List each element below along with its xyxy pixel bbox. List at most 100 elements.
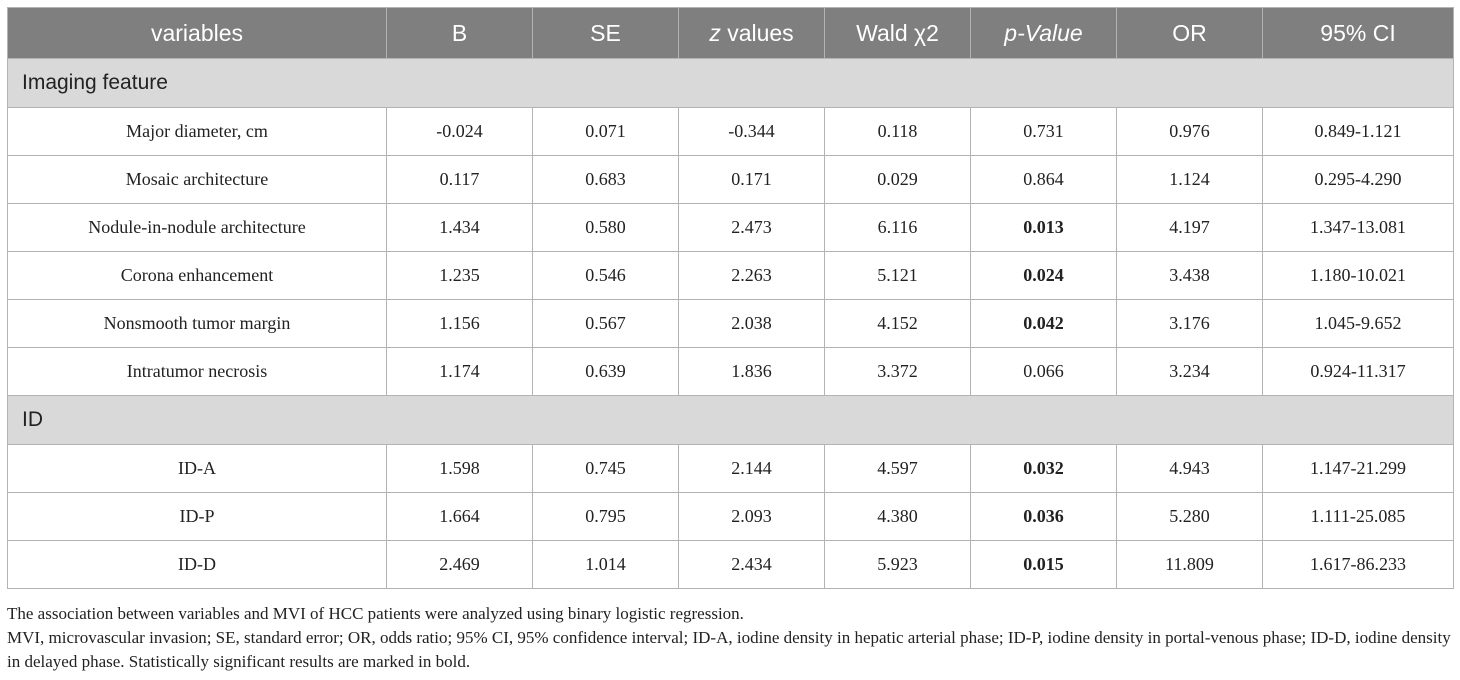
cell-ci: 0.295-4.290 — [1262, 155, 1454, 204]
cell-p: 0.731 — [970, 107, 1117, 156]
header-z-values: z values — [678, 7, 825, 59]
cell-or: 11.809 — [1116, 540, 1263, 589]
cell-b: 1.664 — [386, 492, 533, 541]
cell-z: 2.144 — [678, 444, 825, 493]
regression-table-container: variables B SE z values Wald χ2 p-Value … — [7, 7, 1454, 589]
cell-b: -0.024 — [386, 107, 533, 156]
cell-variable: Corona enhancement — [7, 251, 387, 300]
cell-se: 0.071 — [532, 107, 679, 156]
header-p-value: p-Value — [970, 7, 1117, 59]
cell-variable: Nodule-in-nodule architecture — [7, 203, 387, 252]
table-row: ID-A 1.598 0.745 2.144 4.597 0.032 4.943 1.147-… — [7, 444, 1454, 493]
cell-variable: ID-P — [7, 492, 387, 541]
cell-b: 0.117 — [386, 155, 533, 204]
header-or: OR — [1116, 7, 1263, 59]
cell-se: 1.014 — [532, 540, 679, 589]
cell-ci: 1.617-86.233 — [1262, 540, 1454, 589]
cell-wald: 4.597 — [824, 444, 971, 493]
table-row: ID-D 2.469 1.014 2.434 5.923 0.015 11.809 1.617… — [7, 540, 1454, 589]
cell-se: 0.567 — [532, 299, 679, 348]
cell-p: 0.864 — [970, 155, 1117, 204]
regression-table: variables B SE z values Wald χ2 p-Value … — [7, 7, 1454, 589]
table-row: Nodule-in-nodule architecture 1.434 0.580 2… — [7, 203, 1454, 252]
cell-p: 0.036 — [970, 492, 1117, 541]
cell-z: 2.093 — [678, 492, 825, 541]
section-row: ID — [7, 395, 1454, 445]
cell-wald: 5.923 — [824, 540, 971, 589]
cell-wald: 0.118 — [824, 107, 971, 156]
cell-z: 2.038 — [678, 299, 825, 348]
footnote-method: The association between variables and MV… — [7, 604, 744, 623]
header-b: B — [386, 7, 533, 59]
cell-variable: Nonsmooth tumor margin — [7, 299, 387, 348]
cell-or: 1.124 — [1116, 155, 1263, 204]
cell-or: 3.234 — [1116, 347, 1263, 396]
cell-ci: 0.849-1.121 — [1262, 107, 1454, 156]
cell-b: 1.235 — [386, 251, 533, 300]
table-row: Corona enhancement 1.235 0.546 2.263 5.121 0.… — [7, 251, 1454, 300]
cell-wald: 4.380 — [824, 492, 971, 541]
cell-b: 1.434 — [386, 203, 533, 252]
cell-or: 4.197 — [1116, 203, 1263, 252]
section-row: Imaging feature — [7, 58, 1454, 108]
cell-z: 2.434 — [678, 540, 825, 589]
cell-wald: 0.029 — [824, 155, 971, 204]
header-se: SE — [532, 7, 679, 59]
table-row: Nonsmooth tumor margin 1.156 0.567 2.038 4.1… — [7, 299, 1454, 348]
table-row: Major diameter, cm -0.024 0.071 -0.344 0.118… — [7, 107, 1454, 156]
cell-z: 2.263 — [678, 251, 825, 300]
cell-p: 0.024 — [970, 251, 1117, 300]
cell-b: 1.598 — [386, 444, 533, 493]
cell-p: 0.013 — [970, 203, 1117, 252]
cell-variable: ID-A — [7, 444, 387, 493]
cell-ci: 0.924-11.317 — [1262, 347, 1454, 396]
cell-p: 0.032 — [970, 444, 1117, 493]
cell-z: 2.473 — [678, 203, 825, 252]
table-row: Mosaic architecture 0.117 0.683 0.171 0.029 0… — [7, 155, 1454, 204]
cell-p: 0.015 — [970, 540, 1117, 589]
header-ci: 95% CI — [1262, 7, 1454, 59]
cell-ci: 1.147-21.299 — [1262, 444, 1454, 493]
cell-variable: ID-D — [7, 540, 387, 589]
cell-ci: 1.045-9.652 — [1262, 299, 1454, 348]
cell-variable: Intratumor necrosis — [7, 347, 387, 396]
header-variables: variables — [7, 7, 387, 59]
cell-or: 0.976 — [1116, 107, 1263, 156]
cell-z: 1.836 — [678, 347, 825, 396]
section-title: ID — [7, 395, 1454, 445]
cell-b: 1.174 — [386, 347, 533, 396]
cell-ci: 1.180-10.021 — [1262, 251, 1454, 300]
header-z-suffix: values — [720, 19, 794, 46]
cell-z: -0.344 — [678, 107, 825, 156]
cell-wald: 5.121 — [824, 251, 971, 300]
section-title: Imaging feature — [7, 58, 1454, 108]
footnote-abbreviations: MVI, microvascular invasion; SE, standar… — [7, 628, 1451, 671]
cell-or: 4.943 — [1116, 444, 1263, 493]
cell-se: 0.745 — [532, 444, 679, 493]
cell-se: 0.580 — [532, 203, 679, 252]
table-row: ID-P 1.664 0.795 2.093 4.380 0.036 5.280 1.111-… — [7, 492, 1454, 541]
header-wald: Wald χ2 — [824, 7, 971, 59]
table-footnotes: The association between variables and MV… — [7, 602, 1455, 674]
cell-wald: 6.116 — [824, 203, 971, 252]
cell-se: 0.639 — [532, 347, 679, 396]
cell-b: 1.156 — [386, 299, 533, 348]
cell-wald: 3.372 — [824, 347, 971, 396]
cell-or: 3.176 — [1116, 299, 1263, 348]
header-row: variables B SE z values Wald χ2 p-Value … — [7, 7, 1454, 59]
cell-se: 0.546 — [532, 251, 679, 300]
cell-se: 0.795 — [532, 492, 679, 541]
cell-p: 0.066 — [970, 347, 1117, 396]
table-body: Imaging feature Major diameter, cm -0.024 0… — [7, 58, 1454, 589]
cell-ci: 1.111-25.085 — [1262, 492, 1454, 541]
cell-variable: Mosaic architecture — [7, 155, 387, 204]
header-z-symbol: z — [709, 19, 721, 46]
cell-or: 5.280 — [1116, 492, 1263, 541]
cell-p: 0.042 — [970, 299, 1117, 348]
cell-z: 0.171 — [678, 155, 825, 204]
cell-variable: Major diameter, cm — [7, 107, 387, 156]
cell-wald: 4.152 — [824, 299, 971, 348]
cell-b: 2.469 — [386, 540, 533, 589]
cell-or: 3.438 — [1116, 251, 1263, 300]
cell-ci: 1.347-13.081 — [1262, 203, 1454, 252]
